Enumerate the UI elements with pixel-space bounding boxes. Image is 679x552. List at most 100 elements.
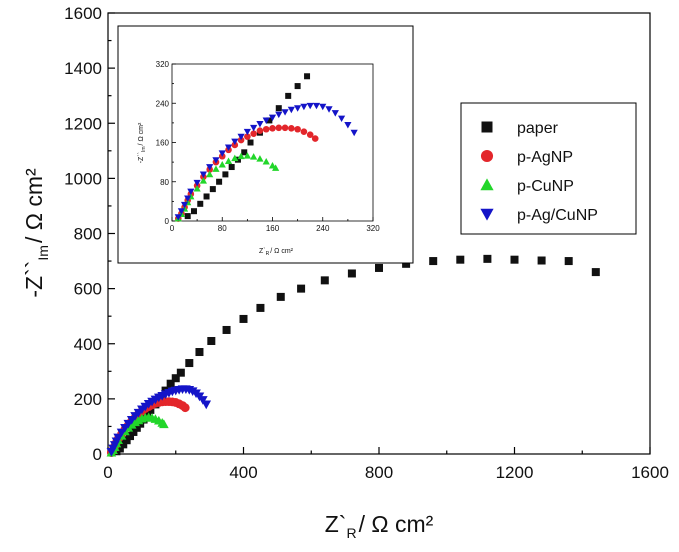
- main-data-point: [176, 368, 185, 377]
- main-x-tick-label: 0: [103, 463, 112, 482]
- inset-data-point: [268, 114, 277, 122]
- inset-y-tick-label: 80: [160, 178, 169, 187]
- main-y-tick-label: 1400: [64, 59, 102, 78]
- inset-data-point: [300, 128, 308, 136]
- main-x-tick-label: 400: [229, 463, 257, 482]
- inset-x-tick-label: 240: [316, 224, 330, 233]
- inset-data-point: [256, 120, 264, 128]
- inset-data-point: [193, 179, 201, 187]
- main-data-point: [180, 403, 190, 413]
- inset-data-point: [243, 128, 251, 136]
- main-data-point: [320, 276, 329, 285]
- inset-data-point: [287, 106, 295, 114]
- inset-data-point: [187, 188, 195, 196]
- main-data-point: [185, 359, 194, 368]
- inset-data-point: [218, 160, 226, 168]
- legend-marker: [480, 178, 494, 191]
- main-data-point: [129, 427, 138, 436]
- inset-data-point: [206, 164, 214, 171]
- inset-data-point: [222, 171, 229, 178]
- inset-data-point: [285, 92, 292, 99]
- inset-data-point: [337, 115, 346, 123]
- main-data-point: [195, 348, 204, 357]
- inset-data-point: [212, 157, 220, 164]
- main-data-point: [126, 432, 135, 441]
- inset-axis-ticks: 0 80 160 240 320 0 80 160 240 320: [156, 60, 381, 233]
- main-data-point: [239, 314, 248, 323]
- main-data-point: [276, 292, 285, 301]
- inset-x-axis-label: Z`R/ Ω cm²: [259, 248, 294, 257]
- inset-data-point: [312, 102, 321, 110]
- inset-data-point: [281, 109, 289, 116]
- inset-data-point: [275, 124, 283, 132]
- main-x-tick-label: 800: [365, 463, 393, 482]
- inset-data-point: [306, 102, 314, 110]
- main-axis-ticks: 0 400 800 1200 16000200400600800100012001400…: [64, 4, 669, 482]
- inset-y-tick-label: 320: [156, 60, 170, 69]
- inset-data-point: [224, 144, 233, 152]
- inset-data-point: [212, 165, 220, 172]
- inset-data-point: [288, 124, 295, 132]
- main-data-point: [207, 336, 216, 345]
- inset-data-point: [203, 193, 210, 200]
- inset-series-p-ag-cunp: [174, 102, 358, 221]
- inset-data-point: [180, 201, 189, 209]
- main-data-point: [201, 400, 212, 410]
- inset-data-point: [174, 214, 182, 221]
- main-data-point: [132, 423, 141, 432]
- inset-data-point: [262, 125, 270, 133]
- main-y-tick-label: 1000: [64, 169, 102, 188]
- inset-data-point: [319, 103, 327, 111]
- inset-data-point: [311, 135, 319, 142]
- inset-data-point: [272, 164, 280, 171]
- inset-data-point: [206, 170, 214, 178]
- inset-data-point: [275, 105, 282, 112]
- legend-label: p-Ag/CuNP: [517, 207, 598, 224]
- main-y-axis-label: -Z``Im/ Ω cm²: [21, 168, 51, 298]
- inset-x-tick-label: 320: [366, 224, 380, 233]
- inset-data-point: [281, 124, 289, 132]
- inset-data-point: [177, 208, 186, 215]
- main-series-p-ag-cunp: [106, 385, 212, 457]
- inset-data-point: [344, 121, 352, 129]
- main-data-point: [198, 396, 208, 405]
- main-data-point: [402, 259, 411, 268]
- legend-marker: [481, 121, 493, 133]
- inset-data-point: [256, 155, 264, 162]
- main-data-point: [347, 269, 356, 278]
- main-data-point: [113, 433, 123, 443]
- main-y-tick-label: 600: [74, 280, 102, 299]
- inset-data-point: [304, 73, 311, 80]
- inset-data-point: [199, 171, 208, 178]
- inset-data-point: [184, 195, 192, 203]
- inset-y-axis-label: -Z``Im/ Ω cm²: [138, 122, 147, 163]
- main-data-point: [222, 325, 231, 334]
- main-data-point: [591, 268, 600, 277]
- inset-data-point: [241, 149, 248, 156]
- inset-data-point: [218, 150, 226, 157]
- inset-data-point: [243, 152, 251, 159]
- main-y-tick-label: 800: [74, 225, 102, 244]
- inset-data-point: [294, 125, 301, 133]
- legend-marker: [480, 149, 494, 163]
- inset-data-point: [262, 158, 270, 165]
- inset-data-point: [250, 153, 258, 160]
- main-y-tick-label: 200: [74, 390, 102, 409]
- inset-data-point: [294, 105, 302, 112]
- inset-data-point: [350, 129, 358, 137]
- inset-data-point: [237, 133, 245, 141]
- main-data-point: [256, 303, 265, 312]
- inset-x-tick-label: 160: [266, 224, 280, 233]
- inset-data-point: [256, 127, 264, 135]
- main-data-point: [564, 257, 573, 266]
- main-y-tick-label: 400: [74, 335, 102, 354]
- main-x-tick-label: 1600: [631, 463, 669, 482]
- inset-data-point: [224, 157, 233, 165]
- inset-data-point: [325, 106, 333, 113]
- inset-data-point: [209, 186, 216, 193]
- main-x-tick-label: 1200: [496, 463, 534, 482]
- main-data-point: [166, 379, 175, 388]
- main-data-point: [483, 254, 492, 263]
- inset-data-point: [247, 139, 254, 146]
